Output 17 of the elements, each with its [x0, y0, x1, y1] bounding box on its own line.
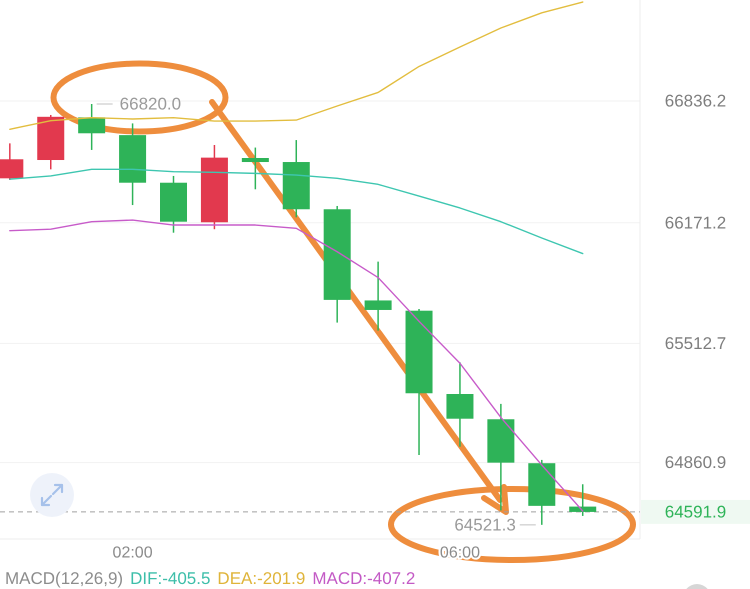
x-tick-label: 06:00 [440, 544, 480, 562]
annotation: 64521.3 [454, 515, 516, 534]
y-tick-label: 66171.2 [664, 213, 726, 232]
y-tick-label: 64860.9 [664, 453, 726, 472]
line-series [9, 1, 584, 130]
ref-line-label: 64591.9 [664, 502, 726, 522]
candlestick [569, 484, 596, 517]
y-tick-label: 66836.2 [664, 92, 726, 111]
text: DEA:-201.9 [217, 568, 306, 588]
candlestick [242, 146, 269, 190]
text: DIF:-405.5 [130, 568, 210, 588]
y-tick-label: 65512.7 [664, 334, 726, 353]
x-tick-label: 02:00 [112, 544, 153, 562]
text: MACD:-407.2 [312, 568, 416, 588]
candlestick [364, 260, 392, 332]
annotation: 66820.0 [120, 94, 182, 114]
text: MACD(12,26,9) [5, 568, 124, 588]
